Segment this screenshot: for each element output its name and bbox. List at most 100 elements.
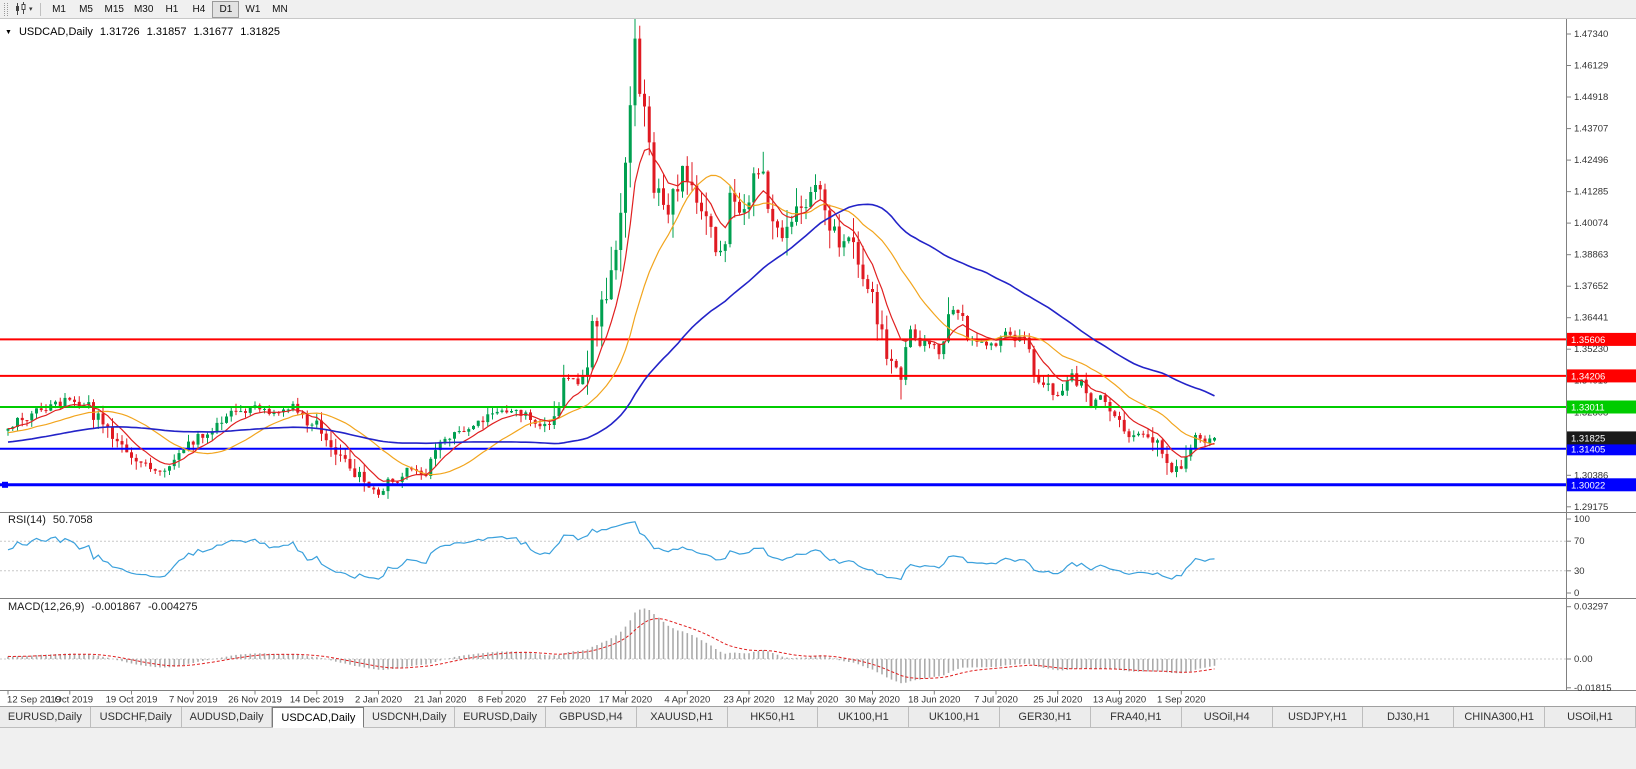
svg-text:23 Apr 2020: 23 Apr 2020 bbox=[723, 695, 774, 706]
timeframe-button-m15[interactable]: M15 bbox=[104, 3, 124, 15]
chart-tab-12-fra40-h1[interactable]: FRA40,H1 bbox=[1090, 707, 1182, 728]
svg-text:0.00: 0.00 bbox=[1574, 654, 1593, 665]
svg-text:1.40074: 1.40074 bbox=[1574, 218, 1608, 229]
svg-text:21 Jan 2020: 21 Jan 2020 bbox=[414, 695, 466, 706]
chart-tab-10-uk100-h1[interactable]: UK100,H1 bbox=[909, 707, 1001, 728]
svg-text:8 Feb 2020: 8 Feb 2020 bbox=[478, 695, 526, 706]
macd-name: MACD(12,26,9) bbox=[8, 601, 85, 613]
chart-ohlc-header: ▼ USDCAD,Daily 1.31726 1.31857 1.31677 1… bbox=[5, 26, 280, 38]
svg-text:1.33011: 1.33011 bbox=[1571, 403, 1605, 414]
timeframe-button-h1[interactable]: H1 bbox=[165, 3, 179, 15]
chart-tab-6-gbpusd-h4[interactable]: GBPUSD,H4 bbox=[545, 707, 637, 728]
svg-text:2 Jan 2020: 2 Jan 2020 bbox=[355, 695, 402, 706]
timeframe-button-w1[interactable]: W1 bbox=[245, 3, 261, 15]
ohlc-high-value: 1.31857 bbox=[146, 26, 187, 38]
timeframe-button-m1[interactable]: M1 bbox=[52, 3, 66, 15]
svg-text:13 Aug 2020: 13 Aug 2020 bbox=[1093, 695, 1146, 706]
svg-text:1 Oct 2019: 1 Oct 2019 bbox=[47, 695, 93, 706]
macd-signal-value: -0.004275 bbox=[147, 601, 198, 613]
status-strip bbox=[0, 728, 1636, 769]
svg-text:1.35606: 1.35606 bbox=[1571, 335, 1605, 346]
svg-text:1.31405: 1.31405 bbox=[1571, 444, 1605, 455]
svg-text:26 Nov 2019: 26 Nov 2019 bbox=[228, 695, 282, 706]
svg-text:7 Nov 2019: 7 Nov 2019 bbox=[169, 695, 218, 706]
svg-text:1.35230: 1.35230 bbox=[1574, 344, 1608, 355]
chart-tab-14-usdjpy-h1[interactable]: USDJPY,H1 bbox=[1272, 707, 1364, 728]
svg-text:100: 100 bbox=[1574, 514, 1590, 525]
chart-tab-7-xauusd-h1[interactable]: XAUUSD,H1 bbox=[636, 707, 728, 728]
timeframe-button-mn[interactable]: MN bbox=[272, 3, 288, 15]
chart-svg[interactable]: 1.47340 1.46129 1.44918 1.43707 1.42496 1.412… bbox=[0, 18, 1636, 706]
toolbar-separator bbox=[39, 2, 41, 16]
timeframe-buttons: M1 M5 M15 M30 H1 H4 D1 W1 MN bbox=[46, 0, 294, 18]
svg-text:1.30386: 1.30386 bbox=[1574, 470, 1608, 481]
svg-text:12 Sep 2019: 12 Sep 2019 bbox=[7, 695, 61, 706]
chart-type-button[interactable]: ▾ bbox=[12, 1, 35, 18]
svg-text:18 Jun 2020: 18 Jun 2020 bbox=[908, 695, 960, 706]
svg-text:17 Mar 2020: 17 Mar 2020 bbox=[599, 695, 652, 706]
ohlc-open-value: 1.31726 bbox=[99, 26, 140, 38]
chart-tab-17-usoil-h1[interactable]: USOil,H1 bbox=[1545, 707, 1636, 728]
price-chart-canvas[interactable]: 1.47340 1.46129 1.44918 1.43707 1.42496 1.412… bbox=[0, 18, 1636, 706]
candlestick-chart-icon bbox=[16, 2, 26, 15]
svg-text:1.41285: 1.41285 bbox=[1574, 187, 1608, 198]
svg-text:1.34206: 1.34206 bbox=[1571, 371, 1605, 382]
chevron-down-icon: ▾ bbox=[29, 5, 33, 13]
svg-text:1.44918: 1.44918 bbox=[1574, 92, 1608, 103]
svg-text:1.37652: 1.37652 bbox=[1574, 281, 1608, 292]
ohlc-close-value: 1.31825 bbox=[240, 26, 280, 38]
timeframes-toolbar: ▾ M1 M5 M15 M30 H1 H4 D1 W1 MN bbox=[0, 0, 1636, 19]
svg-text:1.31825: 1.31825 bbox=[1571, 433, 1605, 444]
svg-text:1.29175: 1.29175 bbox=[1574, 502, 1608, 513]
chart-area: 1.47340 1.46129 1.44918 1.43707 1.42496 1.412… bbox=[0, 18, 1636, 706]
chart-tab-0-eurusd-daily[interactable]: EURUSD,Daily bbox=[0, 707, 91, 728]
svg-text:70: 70 bbox=[1574, 536, 1585, 547]
chart-tab-3-usdcad-daily[interactable]: USDCAD,Daily bbox=[272, 707, 365, 728]
chart-tab-13-usoil-h4[interactable]: USOil,H4 bbox=[1181, 707, 1273, 728]
timeframe-button-d1[interactable]: D1 bbox=[212, 0, 240, 18]
chart-tab-11-ger30-h1[interactable]: GER30,H1 bbox=[1000, 707, 1091, 728]
chart-symbol-label: USDCAD,Daily bbox=[18, 26, 93, 38]
svg-text:1.46129: 1.46129 bbox=[1574, 61, 1608, 72]
ohlc-low-value: 1.31677 bbox=[193, 26, 234, 38]
chart-tab-8-hk50-h1[interactable]: HK50,H1 bbox=[727, 707, 819, 728]
timeframe-button-m5[interactable]: M5 bbox=[79, 3, 93, 15]
rsi-name: RSI(14) bbox=[8, 514, 46, 526]
chart-tab-9-uk100-h1[interactable]: UK100,H1 bbox=[818, 707, 910, 728]
svg-text:12 May 2020: 12 May 2020 bbox=[783, 695, 838, 706]
macd-indicator-label: MACD(12,26,9) -0.001867 -0.004275 bbox=[8, 601, 198, 613]
svg-text:1.38863: 1.38863 bbox=[1574, 250, 1608, 261]
svg-text:30: 30 bbox=[1574, 566, 1585, 577]
svg-text:-0.01815: -0.01815 bbox=[1574, 683, 1612, 694]
chart-tab-16-china300-h1[interactable]: CHINA300,H1 bbox=[1454, 707, 1546, 728]
svg-text:1.30022: 1.30022 bbox=[1571, 480, 1605, 491]
svg-text:7 Jul 2020: 7 Jul 2020 bbox=[974, 695, 1018, 706]
timeframe-button-m30[interactable]: M30 bbox=[133, 3, 154, 15]
svg-text:27 Feb 2020: 27 Feb 2020 bbox=[537, 695, 590, 706]
toolbar-grip[interactable] bbox=[4, 2, 8, 16]
chart-tab-1-usdchf-daily[interactable]: USDCHF,Daily bbox=[90, 707, 182, 728]
chart-tab-2-audusd-daily[interactable]: AUDUSD,Daily bbox=[181, 707, 273, 728]
svg-text:25 Jul 2020: 25 Jul 2020 bbox=[1033, 695, 1082, 706]
svg-text:1 Sep 2020: 1 Sep 2020 bbox=[1157, 695, 1206, 706]
svg-text:30 May 2020: 30 May 2020 bbox=[845, 695, 900, 706]
timeframe-button-h4[interactable]: H4 bbox=[192, 3, 206, 15]
svg-text:0: 0 bbox=[1574, 588, 1579, 599]
svg-text:1.43707: 1.43707 bbox=[1574, 124, 1608, 135]
svg-text:14 Dec 2019: 14 Dec 2019 bbox=[290, 695, 344, 706]
bottom-tabbar: EURUSD,Daily USDCHF,Daily AUDUSD,Daily USDC… bbox=[0, 706, 1636, 728]
svg-text:19 Oct 2019: 19 Oct 2019 bbox=[106, 695, 158, 706]
chart-tab-5-eurusd-daily[interactable]: EURUSD,Daily bbox=[455, 707, 546, 728]
chart-tab-4-usdcnh-daily[interactable]: USDCNH,Daily bbox=[364, 707, 456, 728]
rsi-value: 50.7058 bbox=[52, 514, 93, 526]
svg-text:4 Apr 2020: 4 Apr 2020 bbox=[664, 695, 710, 706]
macd-main-value: -0.001867 bbox=[91, 601, 141, 613]
rsi-indicator-label: RSI(14) 50.7058 bbox=[8, 514, 93, 526]
svg-text:1.36441: 1.36441 bbox=[1574, 313, 1608, 324]
svg-text:0.03297: 0.03297 bbox=[1574, 602, 1608, 613]
svg-text:1.42496: 1.42496 bbox=[1574, 155, 1608, 166]
chart-tab-15-dj30-h1[interactable]: DJ30,H1 bbox=[1363, 707, 1455, 728]
svg-text:1.47340: 1.47340 bbox=[1574, 29, 1608, 40]
collapse-chart-icon[interactable]: ▼ bbox=[5, 28, 12, 36]
